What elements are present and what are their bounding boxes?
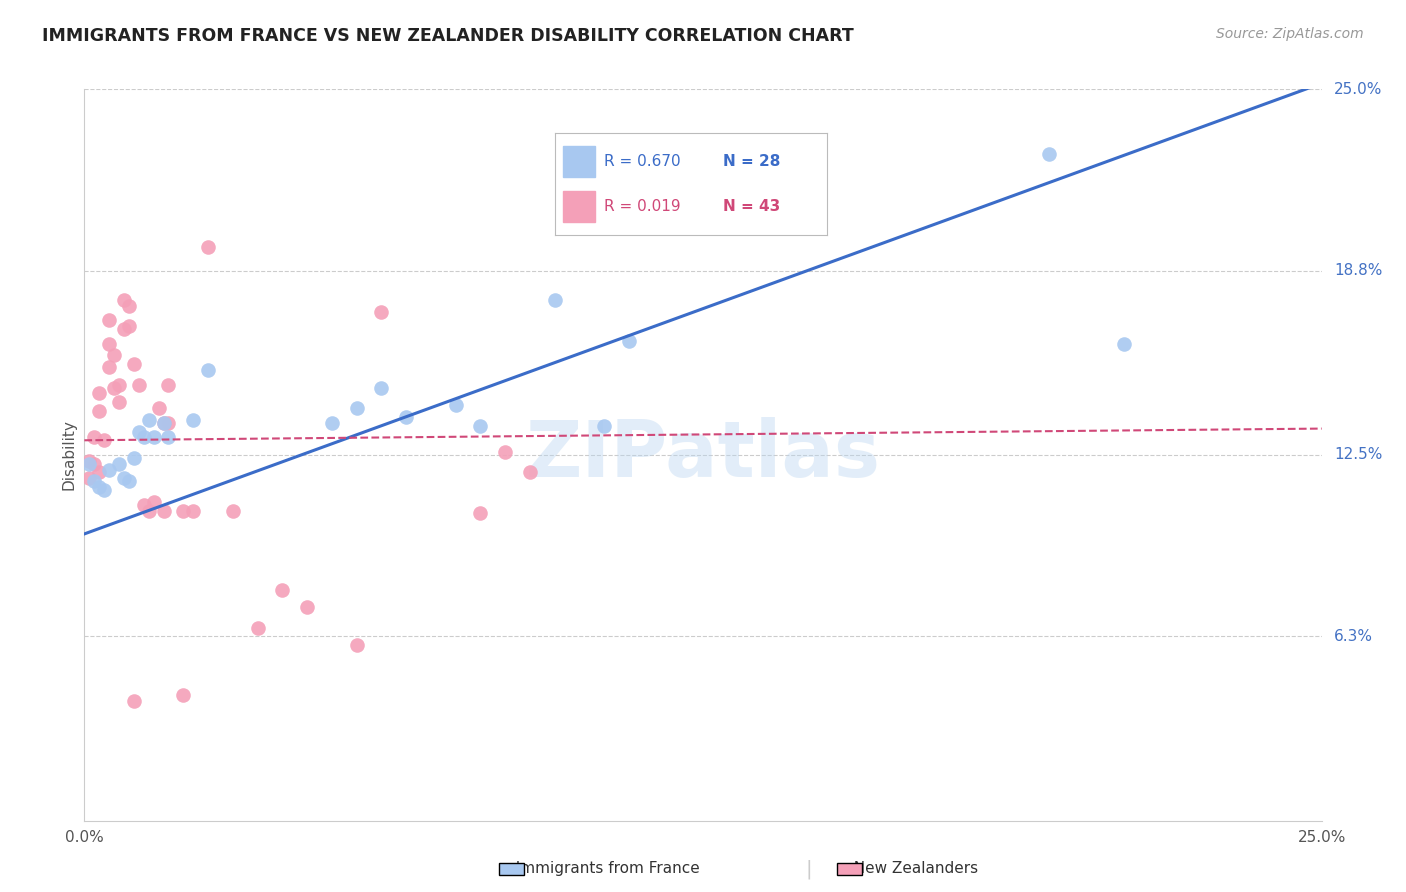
Point bbox=[470, 418, 492, 433]
Point bbox=[395, 409, 418, 424]
Point bbox=[122, 694, 145, 708]
Point bbox=[197, 240, 219, 254]
Point bbox=[346, 638, 368, 652]
Point bbox=[118, 475, 141, 489]
Point bbox=[89, 386, 111, 401]
Point bbox=[246, 621, 269, 635]
Point bbox=[152, 416, 174, 430]
Point bbox=[142, 494, 165, 508]
Text: New Zealanders: New Zealanders bbox=[844, 862, 977, 876]
Point bbox=[148, 401, 170, 416]
Point bbox=[172, 688, 194, 702]
Text: 25.0%: 25.0% bbox=[1334, 82, 1382, 96]
Point bbox=[103, 381, 125, 395]
Point bbox=[93, 434, 115, 448]
Point bbox=[494, 445, 516, 459]
Point bbox=[118, 319, 141, 334]
Point bbox=[157, 416, 180, 430]
Point bbox=[172, 503, 194, 517]
Point bbox=[543, 293, 565, 307]
Point bbox=[1038, 146, 1060, 161]
Point bbox=[128, 425, 150, 439]
Point bbox=[108, 457, 131, 471]
Text: |: | bbox=[806, 859, 811, 879]
Point bbox=[98, 462, 121, 476]
Point bbox=[122, 450, 145, 465]
Point bbox=[108, 377, 131, 392]
Text: N = 28: N = 28 bbox=[723, 154, 780, 169]
Text: 6.3%: 6.3% bbox=[1334, 629, 1374, 644]
Point bbox=[181, 503, 204, 517]
Text: 18.8%: 18.8% bbox=[1334, 263, 1382, 278]
Point bbox=[138, 503, 160, 517]
Point bbox=[108, 395, 131, 409]
Point bbox=[593, 418, 616, 433]
Point bbox=[197, 363, 219, 377]
Point bbox=[321, 416, 343, 430]
Point bbox=[83, 430, 105, 444]
Point bbox=[122, 357, 145, 371]
Text: R = 0.670: R = 0.670 bbox=[603, 154, 681, 169]
Bar bbox=[562, 192, 595, 222]
Text: R = 0.019: R = 0.019 bbox=[603, 199, 681, 214]
Point bbox=[271, 582, 294, 597]
Point bbox=[181, 413, 204, 427]
Point bbox=[118, 299, 141, 313]
Point bbox=[617, 334, 640, 348]
Point bbox=[83, 475, 105, 489]
Point bbox=[470, 507, 492, 521]
Y-axis label: Disability: Disability bbox=[60, 419, 76, 491]
Point bbox=[79, 457, 101, 471]
Point bbox=[112, 293, 135, 307]
Text: IMMIGRANTS FROM FRANCE VS NEW ZEALANDER DISABILITY CORRELATION CHART: IMMIGRANTS FROM FRANCE VS NEW ZEALANDER … bbox=[42, 27, 853, 45]
Point bbox=[98, 360, 121, 375]
Point bbox=[222, 503, 245, 517]
Point bbox=[1112, 336, 1135, 351]
Point bbox=[519, 466, 541, 480]
Point bbox=[346, 401, 368, 416]
Text: N = 43: N = 43 bbox=[723, 199, 780, 214]
Point bbox=[98, 336, 121, 351]
Point bbox=[79, 454, 101, 468]
Text: 12.5%: 12.5% bbox=[1334, 448, 1382, 462]
Text: ZIPatlas: ZIPatlas bbox=[526, 417, 880, 493]
Point bbox=[142, 430, 165, 444]
Point bbox=[138, 413, 160, 427]
Point bbox=[98, 313, 121, 327]
Point bbox=[112, 471, 135, 485]
Point bbox=[132, 498, 155, 512]
Point bbox=[103, 348, 125, 362]
Text: Immigrants from France: Immigrants from France bbox=[506, 862, 700, 876]
Point bbox=[89, 404, 111, 418]
Point bbox=[157, 430, 180, 444]
Point bbox=[128, 377, 150, 392]
Point bbox=[89, 480, 111, 494]
Point bbox=[152, 503, 174, 517]
Point bbox=[444, 398, 467, 412]
Bar bbox=[562, 146, 595, 178]
Point bbox=[132, 430, 155, 444]
Point bbox=[370, 304, 392, 318]
Point bbox=[79, 471, 101, 485]
Point bbox=[89, 466, 111, 480]
Text: Source: ZipAtlas.com: Source: ZipAtlas.com bbox=[1216, 27, 1364, 41]
Point bbox=[157, 377, 180, 392]
Point bbox=[152, 416, 174, 430]
Point bbox=[93, 483, 115, 497]
Point bbox=[83, 457, 105, 471]
Point bbox=[295, 600, 318, 615]
Point bbox=[112, 322, 135, 336]
Point bbox=[370, 381, 392, 395]
